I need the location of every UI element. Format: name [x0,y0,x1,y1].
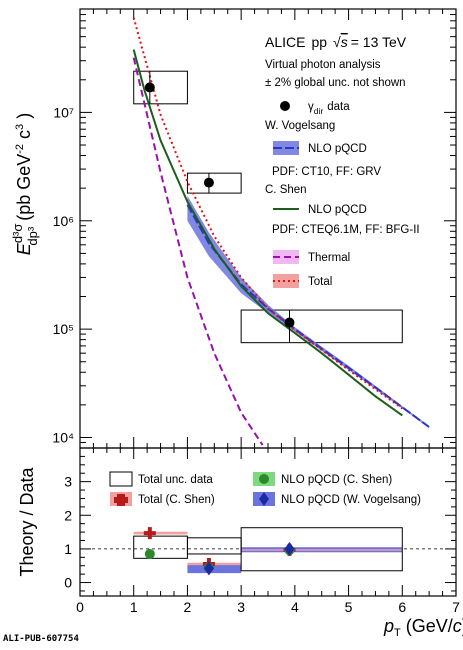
ratio-vogelsang-band [187,565,242,574]
y-tick-label: 0 [64,575,72,591]
ratio-tick-labels: 0 1 2 3 4 5 6 7 0 1 2 3 [64,474,460,615]
legend-analysis: Virtual photon analysis [265,59,381,71]
x-tick-label: 7 [452,599,460,615]
x-tick-label: 6 [398,599,406,615]
ratio-total-unc-box [186,537,242,555]
data-point [144,82,155,93]
legend-vogelsang-label: NLO pQCD [308,143,367,155]
ratio-panel-frame [79,447,457,597]
ratio-legend-shen-marker [259,474,269,484]
vogelsang-curve [186,204,430,428]
ratio-legend-total-label: Total (C. Shen) [138,494,215,506]
data-uncertainty-box [133,70,188,105]
ratio-legend-total-unc-label: Total unc. data [138,474,213,486]
ratio-total-unc-box [133,535,188,559]
top-panel-ticks [79,8,457,449]
data-uncertainty-box [240,309,403,344]
x-tick-label: 2 [184,599,192,615]
y-tick-label: 10⁶ [53,213,74,229]
y-tick-label: 1 [64,541,72,557]
ratio-legend-vogelsang-label: NLO pQCD (W. Vogelsang) [281,494,421,506]
data-uncertainty-box [186,172,242,194]
legend-shen-pdf: PDF: CTEQ6.1M, FF: BFG-II [272,224,420,236]
ratio-shen-marker [144,548,155,559]
legend-shen-author: C. Shen [265,184,307,196]
legend-title: ALICE pp √s = 13 TeV [265,34,407,50]
top-y-tick-labels: 10⁴ 10⁵ 10⁶ 10⁷ [52,104,74,445]
y-tick-label: 10⁷ [53,104,74,120]
main-legend: ALICE pp √s = 13 TeV Virtual photon analysi… [265,34,420,288]
legend-total-label: Total [308,276,332,288]
legend-vogelsang-pdf: PDF: CT10, FF: GRV [272,166,381,178]
y-tick-label: 10⁴ [52,429,74,445]
ratio-vogelsang-marker [284,541,295,556]
legend-total-band [273,274,299,288]
ratio-legend-total-unc-box [109,471,133,487]
ratio-y-axis-title: Theory / Data [17,466,37,576]
ratio-legend: Total unc. data NLO pQCD (C. Shen) Total… [109,471,421,506]
thermal-curve [132,57,264,446]
legend-thermal-label: Thermal [308,252,350,264]
ratio-vogelsang-marker [203,561,214,576]
ratio-legend-total-marker [114,494,128,506]
top-plot-area [132,17,430,446]
ratio-total-unc-box [240,527,403,572]
legend-data-marker [280,101,290,111]
ratio-total-shen-marker [143,527,156,540]
data-point [203,177,214,188]
data-point [284,317,295,328]
y-tick-label: 10⁵ [53,321,74,337]
ratio-plot-area [80,527,456,576]
legend-data-label: γdir data [308,101,350,116]
ratio-legend-vogelsang-marker [259,492,269,506]
y-tick-label: 3 [64,474,72,490]
legend-vogelsang-author: W. Vogelsang [265,120,335,132]
ratio-total-band [241,549,403,551]
footer-id: ALI-PUB-607754 [3,634,79,644]
x-tick-label: 5 [345,599,353,615]
x-tick-label: 0 [76,599,84,615]
x-tick-label: 1 [130,599,138,615]
legend-global-unc: ± 2% global unc. not shown [265,77,406,89]
x-tick-label: 3 [237,599,245,615]
legend-shen-label: NLO pQCD [308,204,367,216]
x-axis-title: pT (GeV/c) [383,616,463,639]
ratio-total-band [133,531,188,535]
y-tick-label: 2 [64,507,72,523]
top-y-axis-title: Ed³σdp³(pb GeV-2 c3 ) [10,113,40,255]
x-tick-label: 4 [291,599,299,615]
ratio-panel-ticks [79,448,457,596]
ratio-legend-shen-label: NLO pQCD (C. Shen) [281,474,392,486]
shen-curve [132,49,403,417]
